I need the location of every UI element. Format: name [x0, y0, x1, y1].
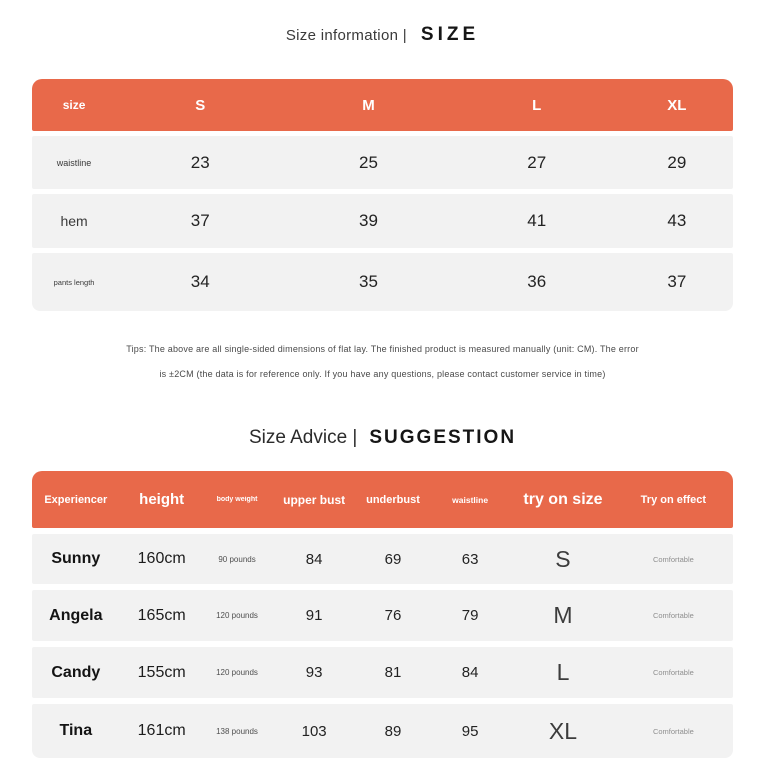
- header-upper-bust: upper bust: [283, 492, 346, 507]
- upper-bust-value: 84: [305, 550, 323, 568]
- header-waistline: waistline: [452, 494, 489, 505]
- row-label-pants-length: pants length: [53, 277, 95, 287]
- table-row-pants-length: pants length 34 35 36 37: [32, 253, 733, 311]
- table-row-waistline: waistline 23 25 27 29: [32, 136, 733, 189]
- pants-length-s-value: 34: [190, 272, 210, 291]
- size-table-header-l: L: [532, 96, 542, 114]
- height-value: 165cm: [137, 606, 186, 624]
- body-weight-value: 120 pounds: [216, 668, 258, 677]
- size-information-title: Size information | SIZE: [32, 0, 733, 46]
- tips-line-2: is ±2CM (the data is for reference only.…: [159, 369, 606, 379]
- row-label-waistline: waistline: [56, 157, 92, 168]
- experiencer-name: Sunny: [51, 550, 101, 567]
- table-row-sunny: Sunny 160cm 90 pounds 84 69 63 S Comfort…: [32, 534, 733, 584]
- pants-length-m-value: 35: [359, 272, 378, 291]
- body-weight-value: 120 pounds: [216, 611, 258, 620]
- tips-note: Tips: The above are all single-sided dim…: [32, 337, 733, 387]
- size-information-title-en: SIZE: [420, 24, 480, 45]
- underbust-value: 89: [384, 722, 402, 740]
- underbust-value: 81: [384, 664, 402, 681]
- underbust-value: 76: [384, 607, 402, 624]
- waistline-value: 79: [461, 607, 479, 624]
- header-underbust: underbust: [366, 493, 420, 506]
- hem-m-value: 39: [359, 211, 378, 230]
- size-table-header-xl: XL: [667, 96, 687, 114]
- size-advice-title-text: Size Advice |: [248, 427, 358, 448]
- try-on-size-value: XL: [548, 717, 578, 744]
- upper-bust-value: 93: [305, 664, 323, 681]
- size-table: size S M L XL waistline 23 25 27 29 hem …: [32, 79, 733, 311]
- pants-length-l-value: 36: [527, 272, 547, 291]
- suggestion-table-header-row: Experiencer height body weight upper bus…: [32, 471, 733, 528]
- experiencer-name: Angela: [49, 606, 103, 624]
- header-body-weight: body weight: [216, 496, 258, 503]
- hem-l-value: 41: [527, 211, 547, 230]
- upper-bust-value: 103: [301, 722, 327, 740]
- height-value: 160cm: [137, 550, 186, 567]
- try-on-size-value: L: [556, 659, 570, 685]
- table-row-hem: hem 37 39 41 43: [32, 194, 733, 248]
- try-on-effect-value: Comfortable: [652, 554, 694, 564]
- table-row-angela: Angela 165cm 120 pounds 91 76 79 M Comfo…: [32, 590, 733, 641]
- table-row-tina: Tina 161cm 138 pounds 103 89 95 XL Comfo…: [32, 704, 733, 758]
- experiencer-name: Tina: [59, 722, 93, 739]
- size-information-title-text: Size information |: [285, 27, 407, 44]
- waistline-m-value: 25: [359, 152, 378, 172]
- underbust-value: 69: [384, 550, 402, 568]
- tips-line-1: Tips: The above are all single-sided dim…: [126, 344, 639, 354]
- suggestion-table: Experiencer height body weight upper bus…: [32, 471, 733, 758]
- waistline-l-value: 27: [527, 152, 547, 172]
- upper-bust-value: 91: [305, 607, 323, 624]
- table-row-candy: Candy 155cm 120 pounds 93 81 84 L Comfor…: [32, 647, 733, 698]
- try-on-effect-value: Comfortable: [652, 611, 694, 620]
- try-on-size-value: M: [553, 602, 573, 628]
- waistline-xl-value: 29: [667, 152, 687, 172]
- try-on-effect-value: Comfortable: [652, 726, 694, 736]
- try-on-size-value: S: [555, 545, 571, 572]
- header-height: height: [139, 491, 185, 508]
- size-chart-page: Size information | SIZE size S M L XL wai…: [32, 0, 733, 758]
- size-table-header-size: size: [62, 98, 86, 112]
- waistline-value: 63: [461, 550, 479, 568]
- height-value: 155cm: [137, 663, 186, 681]
- size-advice-title-en: SUGGESTION: [369, 427, 517, 448]
- size-advice-title: Size Advice | SUGGESTION: [32, 427, 733, 449]
- row-label-hem: hem: [60, 213, 88, 229]
- size-table-header-row: size S M L XL: [32, 79, 733, 131]
- height-value: 161cm: [137, 722, 186, 739]
- header-try-on-effect: Try on effect: [640, 493, 707, 506]
- waistline-value: 95: [461, 722, 479, 740]
- header-try-on-size: try on size: [523, 490, 603, 508]
- size-table-header-s: S: [195, 96, 206, 114]
- hem-xl-value: 43: [667, 211, 687, 230]
- header-experiencer: Experiencer: [44, 493, 108, 506]
- size-table-header-m: M: [362, 96, 375, 114]
- hem-s-value: 37: [190, 211, 210, 230]
- body-weight-value: 138 pounds: [216, 726, 258, 736]
- body-weight-value: 90 pounds: [218, 554, 256, 564]
- waistline-value: 84: [461, 664, 479, 681]
- waistline-s-value: 23: [190, 152, 210, 172]
- experiencer-name: Candy: [51, 663, 101, 681]
- pants-length-xl-value: 37: [667, 272, 687, 291]
- try-on-effect-value: Comfortable: [652, 668, 694, 677]
